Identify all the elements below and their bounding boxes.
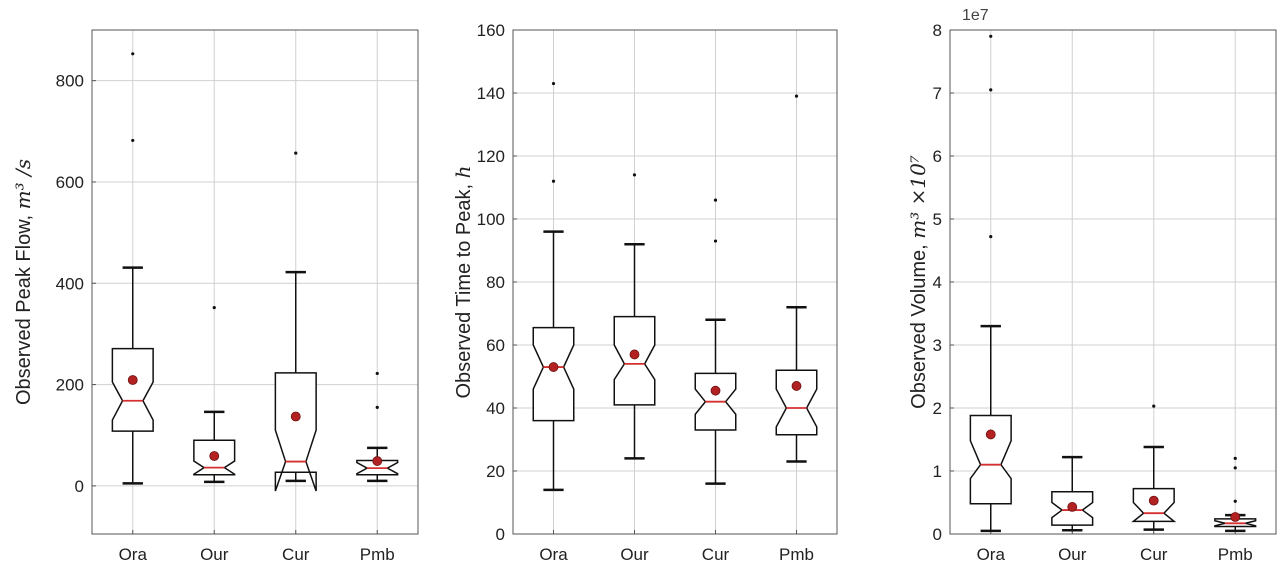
- y-tick-label: 80: [486, 273, 505, 292]
- flier-point: [632, 173, 637, 177]
- flier-point: [551, 179, 556, 183]
- mean-marker: [209, 451, 220, 461]
- flier-point: [1233, 466, 1237, 470]
- flier-point: [713, 239, 718, 243]
- x-tick-label: Cur: [282, 545, 310, 564]
- box-ora: [111, 52, 154, 485]
- y-tick-label: 600: [56, 173, 84, 192]
- y-tick-label: 100: [477, 210, 505, 229]
- box-body: [111, 347, 154, 432]
- flier-point: [1152, 404, 1156, 408]
- y-axis-label-units: h: [451, 166, 475, 179]
- x-tick-label: Pmb: [779, 545, 814, 564]
- y-tick-label: 20: [486, 462, 505, 481]
- x-tick-label: Pmb: [1218, 545, 1253, 564]
- y-axis-label-text: Observed Time to Peak,: [453, 178, 475, 398]
- y-tick-label: 5: [933, 210, 942, 229]
- x-tick-label: Ora: [119, 545, 148, 564]
- x-tick-label: Cur: [1140, 545, 1168, 564]
- y-tick-label: 160: [477, 21, 505, 40]
- y-tick-label: 0: [496, 525, 505, 544]
- box-our: [193, 305, 236, 484]
- mean-marker: [710, 385, 721, 396]
- chart-panel-2: 0 20 40 60 80 100 120 140 160 Ora Our Cur Pmb Observe…: [451, 21, 838, 564]
- y-axis-label-units: m³ ×10⁷: [906, 155, 930, 239]
- box-pmb: [1214, 456, 1257, 533]
- flier-point: [1233, 499, 1237, 503]
- y-tick-label: 140: [477, 84, 505, 103]
- box-pmb: [775, 94, 818, 463]
- flier-point: [713, 198, 718, 202]
- mean-marker: [1067, 502, 1078, 512]
- y-tick-label: 40: [486, 399, 505, 418]
- box-ora: [969, 34, 1012, 533]
- mean-marker: [127, 375, 138, 385]
- y-tick-label: 0: [75, 477, 84, 496]
- box-pmb: [356, 371, 399, 483]
- box-cur: [694, 198, 737, 485]
- y-tick-label: 4: [933, 273, 942, 292]
- mean-marker: [1148, 495, 1159, 506]
- flier-point: [1233, 456, 1237, 460]
- y-tick-label: 1: [933, 462, 942, 481]
- flier-point: [131, 138, 135, 143]
- y-axis-label-text: Observed Peak Flow,: [13, 209, 35, 405]
- box-ora: [532, 81, 575, 492]
- x-tick-label: Our: [1058, 545, 1087, 564]
- mean-marker: [548, 362, 559, 372]
- y-tick-label: 60: [486, 336, 505, 355]
- y-axis-label: Observed Peak Flow, m³ /s: [11, 159, 35, 405]
- box-body: [532, 326, 575, 422]
- flier-point: [989, 88, 993, 92]
- flier-point: [375, 371, 379, 376]
- box-body: [775, 369, 818, 436]
- y-axis-label-text: Observed Volume,: [908, 239, 930, 409]
- x-tick-label: Ora: [539, 545, 568, 564]
- y-tick-label: 3: [933, 336, 942, 355]
- box-body: [969, 414, 1012, 505]
- y-tick-label: 200: [56, 376, 84, 395]
- x-tick-label: Our: [200, 545, 229, 564]
- flier-point: [212, 305, 216, 310]
- box-body: [613, 315, 656, 406]
- mean-marker: [985, 429, 996, 440]
- y-axis-label: Observed Time to Peak, h: [451, 166, 475, 399]
- axes-frame: [91, 29, 419, 535]
- x-tick-label: Pmb: [360, 545, 395, 564]
- flier-point: [131, 52, 135, 56]
- mean-marker: [372, 456, 383, 466]
- x-tick-label: Ora: [977, 545, 1006, 564]
- y-tick-label: 0: [933, 525, 942, 544]
- x-tick-label: Our: [620, 545, 649, 564]
- y-tick-label: 6: [933, 147, 942, 166]
- flier-point: [794, 94, 799, 98]
- mean-marker: [629, 349, 640, 360]
- box-our: [613, 173, 656, 460]
- box-cur: [1131, 404, 1177, 531]
- flier-point: [375, 405, 379, 409]
- y-tick-label: 400: [56, 274, 84, 293]
- y-axis-label-units: m³ /s: [11, 159, 35, 209]
- x-tick-label: Cur: [702, 545, 730, 564]
- y-tick-label: 2: [933, 399, 942, 418]
- mean-marker: [290, 411, 301, 422]
- y-tick-label: 8: [933, 21, 942, 40]
- y-axis-label: Observed Volume, m³ ×10⁷: [906, 155, 930, 409]
- chart-panel-1: 0 200 400 600 800 Ora Our Cur Pmb Observed Peak F…: [11, 29, 419, 564]
- y-offset-label: 1e7: [962, 7, 989, 24]
- chart-panel-3: 0 1 2 3 4 5 6 7 8 Ora Our Cur Pmb 1e7 Observed Volume,…: [906, 7, 1277, 564]
- mean-marker: [1230, 512, 1241, 522]
- flier-point: [989, 34, 993, 38]
- box-our: [1051, 455, 1094, 532]
- y-tick-label: 800: [56, 72, 84, 91]
- flier-point: [551, 81, 556, 86]
- y-tick-label: 120: [477, 147, 505, 166]
- flier-point: [989, 235, 993, 239]
- y-tick-label: 7: [933, 84, 942, 103]
- box-cur: [274, 151, 317, 492]
- flier-point: [294, 151, 298, 155]
- mean-marker: [791, 381, 802, 391]
